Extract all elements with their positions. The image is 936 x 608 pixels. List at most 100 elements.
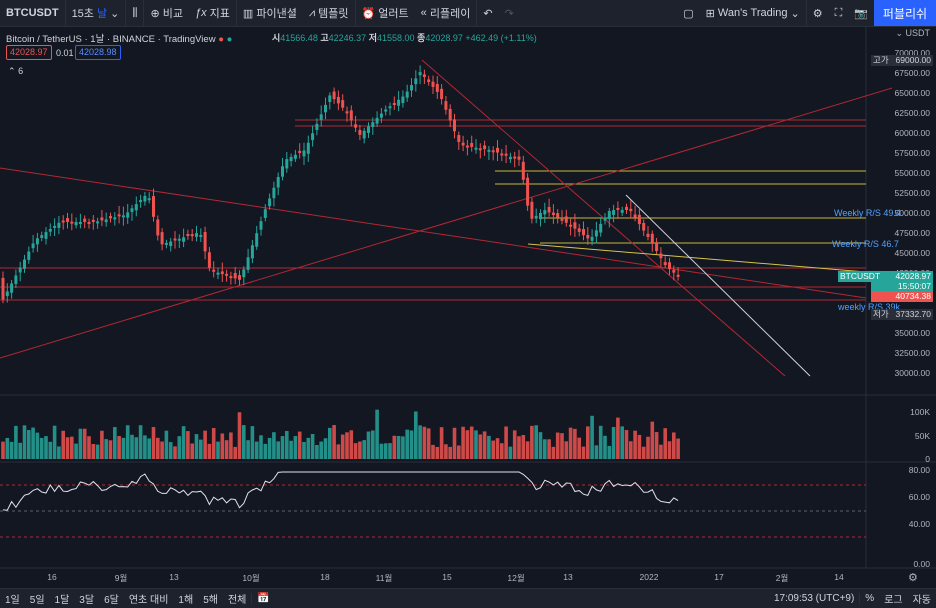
candle-body: [590, 236, 594, 241]
candle-body: [642, 223, 646, 231]
volume-bar: [74, 443, 78, 459]
candle-body: [263, 209, 267, 218]
candle-body: [633, 214, 637, 218]
candle-body: [255, 233, 259, 247]
candle-body: [431, 81, 435, 87]
volume-bar: [186, 431, 190, 459]
candle-body: [91, 219, 95, 222]
candle-body: [66, 218, 69, 222]
volume-bar: [289, 440, 293, 459]
candle-body: [577, 228, 581, 232]
symbol-search[interactable]: BTCUSDT: [6, 7, 59, 19]
range-button[interactable]: 전체: [227, 595, 247, 606]
candle-body: [603, 217, 607, 221]
range-button[interactable]: 1달: [54, 595, 70, 606]
fullscreen-layout-toggle[interactable]: ▢: [677, 0, 699, 26]
chevron-up-icon: ⌃: [8, 66, 16, 76]
alert-button[interactable]: ⏰ 얼러트: [354, 0, 415, 26]
volume-bar: [310, 434, 315, 459]
candle-body: [156, 219, 160, 236]
interval-label: 15초: [71, 8, 94, 20]
price-tick: 67500.00: [894, 68, 930, 78]
range-button[interactable]: 6달: [104, 595, 119, 606]
templates-label: 템플릿: [318, 8, 349, 20]
volume-bar: [31, 427, 35, 459]
candle-body: [61, 220, 65, 223]
compare-button[interactable]: ⊕ 비교: [143, 0, 189, 26]
indicators-button[interactable]: ƒx 지표: [189, 0, 236, 26]
financials-button[interactable]: ▥ 파이낸셜: [235, 0, 303, 26]
templates-button[interactable]: ⩘ 템플릿: [303, 0, 355, 26]
annotation-weekly-1[interactable]: Weekly R/S 49.4: [834, 208, 901, 218]
price-tick: 35000.00: [894, 328, 930, 338]
buy-price-box[interactable]: 42028.98: [75, 45, 121, 60]
clock[interactable]: 17:09:53 (UTC+9): [773, 593, 855, 604]
layout-name: Wan's Trading: [717, 7, 788, 19]
candle-body: [504, 153, 508, 156]
volume-bar: [530, 425, 534, 459]
range-button[interactable]: 1해: [178, 595, 194, 606]
candle-body: [354, 124, 358, 128]
horizontal-levels[interactable]: [0, 119, 866, 301]
volume-bar: [237, 412, 242, 459]
candle-body: [582, 229, 585, 236]
volume-bar: [267, 437, 272, 459]
candle-body: [268, 198, 272, 207]
redo-button[interactable]: ↷: [499, 0, 520, 26]
volume-bar: [134, 437, 139, 459]
candle-type-button[interactable]: ⫼: [125, 0, 143, 26]
countdown-tag: 15:50:07: [871, 281, 933, 292]
volume-bar: [654, 432, 659, 459]
candle-body: [508, 156, 512, 160]
range-button[interactable]: 1일: [5, 595, 20, 606]
candle-body: [238, 275, 241, 280]
snapshot-button[interactable]: 📷: [848, 0, 874, 26]
candle-body: [229, 276, 233, 279]
volume-bar: [564, 441, 569, 459]
price-chart[interactable]: [0, 27, 936, 587]
square-icon: ▢: [683, 7, 694, 20]
axis-settings-button[interactable]: ⚙: [908, 571, 918, 584]
volume-bar: [607, 445, 612, 459]
volume-bar: [392, 435, 397, 459]
volume-bar: [164, 430, 169, 459]
volume-bar: [435, 446, 440, 459]
range-button[interactable]: 5일: [29, 595, 45, 606]
candle-body: [379, 113, 383, 118]
undo-button[interactable]: ↶: [476, 0, 498, 26]
volume-bar: [242, 425, 246, 459]
candle-body: [547, 206, 551, 213]
candle-body: [117, 214, 121, 217]
candle-body: [478, 148, 482, 151]
volume-bar: [108, 440, 113, 459]
settings-button[interactable]: ⚙: [805, 0, 829, 26]
layout-selector[interactable]: ⊞ Wan's Trading ⌄: [700, 0, 806, 26]
low-tag-label: 저가: [873, 309, 889, 319]
annotation-weekly-3[interactable]: weekly R/S 39k: [838, 302, 901, 312]
candle-body: [190, 234, 194, 237]
candle-body: [599, 223, 603, 233]
sell-price-box[interactable]: 42028.97: [6, 45, 52, 60]
indicators-collapse[interactable]: ⌃ 6: [8, 66, 23, 77]
range-button[interactable]: 연초 대비: [128, 595, 169, 606]
log-toggle[interactable]: 로그: [884, 595, 903, 606]
date-range-button[interactable]: 📅: [251, 593, 274, 604]
volume-bar: [57, 446, 61, 459]
redo-icon: ↷: [504, 7, 514, 20]
publish-button[interactable]: 퍼블리쉬: [874, 0, 936, 26]
volume-bar: [285, 430, 289, 459]
range-button[interactable]: 5해: [203, 595, 218, 606]
candle-body: [31, 243, 35, 249]
symbol-legend[interactable]: Bitcoin / TetherUS · 1날 · BINANCE · Trad…: [6, 31, 232, 45]
annotation-weekly-2[interactable]: Weekly R/S 46.7: [832, 239, 899, 249]
chevron-down-icon: ⌄: [895, 28, 903, 38]
candle-body: [543, 210, 547, 215]
fullscreen-button[interactable]: ⛶: [829, 0, 849, 26]
auto-toggle[interactable]: 자동: [912, 595, 931, 606]
candle-body: [96, 221, 100, 224]
percent-toggle[interactable]: %: [859, 593, 879, 604]
interval-selector[interactable]: 15초 날 ⌄: [64, 0, 126, 26]
range-button[interactable]: 3달: [79, 595, 95, 606]
volume-bar: [52, 425, 57, 459]
replay-button[interactable]: « 리플레이: [415, 0, 477, 26]
